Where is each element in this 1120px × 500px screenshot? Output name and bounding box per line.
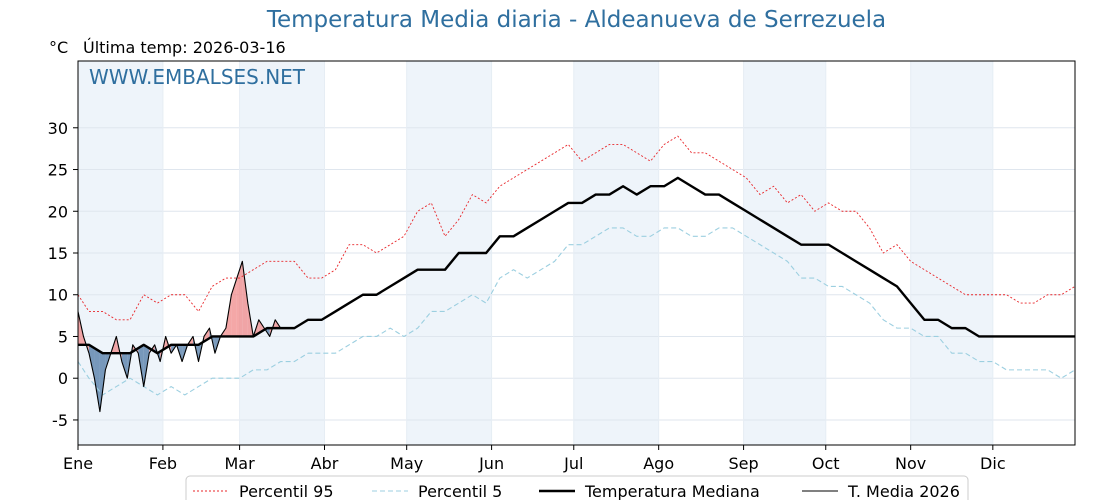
series-percentil-5-line — [77, 227, 1076, 396]
x-tick-label: Abr — [311, 454, 339, 473]
anomaly-below-fill — [99, 351, 106, 412]
x-tick-label: Ago — [643, 454, 674, 473]
y-tick-label: -5 — [52, 411, 68, 430]
legend-label: Temperatura Mediana — [584, 482, 760, 500]
watermark: WWW.EMBALSES.NET — [89, 65, 306, 89]
y-tick-label: 5 — [58, 327, 68, 346]
grid-lines — [77, 61, 1075, 445]
anomaly-below-fill — [94, 348, 100, 412]
x-ticks: Ene Feb Mar Abr May Jun Jul Ago Sep Oct Nov Dic — [63, 445, 1006, 473]
y-tick-label: 10 — [48, 286, 68, 305]
anomaly-above-fill — [242, 261, 248, 337]
last-temp-label: Última temp: 2026-03-16 — [83, 38, 286, 57]
x-tick-label: Feb — [149, 454, 177, 473]
series-t-media-2026-line — [77, 260, 282, 413]
x-tick-label: Nov — [895, 454, 926, 473]
x-tick-label: Dic — [980, 454, 1006, 473]
legend-box — [185, 475, 969, 500]
x-tick-label: May — [390, 454, 423, 473]
y-axis-unit: °C — [49, 38, 69, 57]
x-tick-label: Sep — [729, 454, 759, 473]
y-ticks: -5 0 5 10 15 20 25 30 — [48, 119, 78, 430]
chart-title: Temperatura Media diaria - Aldeanueva de… — [266, 7, 887, 33]
y-tick-label: 0 — [58, 369, 68, 388]
x-tick-label: Ene — [63, 454, 93, 473]
legend: Percentil 95 Percentil 5 Temperatura Media… — [185, 475, 969, 500]
series-percentil-95-line — [77, 135, 1076, 321]
series-temperatura-mediana-line — [78, 176, 1075, 355]
y-tick-label: 30 — [48, 119, 68, 138]
anomaly-below-fill — [193, 336, 199, 362]
x-tick-label: Mar — [225, 454, 256, 473]
legend-label: Percentil 95 — [239, 482, 334, 500]
legend-label: Percentil 5 — [418, 482, 502, 500]
y-tick-label: 25 — [48, 161, 68, 180]
anomaly-above-fill — [236, 261, 243, 337]
x-tick-label: Oct — [812, 454, 840, 473]
anomaly-below-fill — [121, 353, 128, 379]
x-tick-label: Jun — [478, 454, 504, 473]
legend-label: T. Media 2026 — [847, 482, 960, 500]
x-tick-label: Jul — [563, 454, 583, 473]
y-tick-label: 20 — [48, 202, 68, 221]
series-lines — [77, 135, 1076, 413]
anomaly-above-fill — [231, 278, 237, 337]
y-tick-label: 15 — [48, 244, 68, 263]
